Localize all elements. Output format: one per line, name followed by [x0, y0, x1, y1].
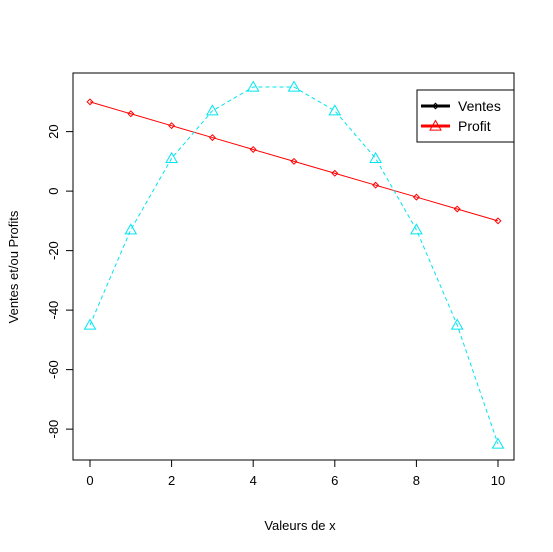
y-tick-label: -40 — [46, 301, 61, 320]
diamond-point — [208, 134, 216, 142]
legend-label: Profit — [458, 118, 491, 134]
series-0 — [86, 98, 502, 225]
diamond-point — [249, 145, 257, 153]
triangle-point — [287, 80, 301, 92]
x-tick-label: 8 — [413, 473, 420, 488]
y-tick-label: -20 — [46, 241, 61, 260]
series-line — [89, 86, 499, 445]
series-1 — [83, 80, 505, 449]
triangle-point — [165, 151, 178, 164]
x-axis: 0 2 4 6 8 10 — [86, 460, 505, 488]
series-layer — [83, 80, 505, 449]
diamond-point — [168, 122, 176, 130]
y-tick-label: -60 — [46, 360, 61, 379]
triangle-point — [206, 104, 219, 116]
diamond-point — [412, 193, 420, 201]
triangle-point — [369, 151, 382, 164]
x-tick-label: 10 — [491, 473, 505, 488]
diamond-point — [127, 110, 135, 118]
triangle-point — [83, 318, 97, 330]
diamond-point — [290, 157, 298, 165]
y-axis: -80 -60 -40 -20 0 20 — [46, 124, 73, 439]
diamond-point — [494, 217, 502, 225]
y-tick-label: -80 — [46, 420, 61, 439]
series-line — [89, 101, 499, 222]
diamond-point — [453, 205, 461, 213]
y-tick-label: 0 — [46, 188, 61, 195]
triangle-point — [450, 318, 464, 330]
y-axis-label: Ventes et/ou Profits — [6, 210, 21, 323]
y-tick-label: 20 — [46, 124, 61, 138]
diamond-point — [431, 102, 440, 110]
legend-label: Ventes — [458, 98, 501, 114]
triangle-point — [246, 80, 260, 92]
x-tick-label: 4 — [250, 473, 257, 488]
x-tick-label: 6 — [331, 473, 338, 488]
triangle-point — [491, 437, 505, 449]
x-axis-label: Valeurs de x — [264, 518, 336, 533]
legend: Ventes Profit — [416, 89, 515, 143]
triangle-point — [429, 119, 442, 131]
x-tick-label: 2 — [168, 473, 175, 488]
triangle-point — [410, 223, 423, 235]
diamond-point — [331, 169, 339, 177]
diamond-point — [372, 181, 380, 189]
plot-frame — [72, 72, 515, 461]
x-tick-label: 0 — [86, 473, 93, 488]
triangle-point — [328, 104, 342, 116]
legend-box — [416, 89, 515, 143]
diamond-point — [86, 98, 94, 106]
triangle-point — [124, 223, 138, 235]
